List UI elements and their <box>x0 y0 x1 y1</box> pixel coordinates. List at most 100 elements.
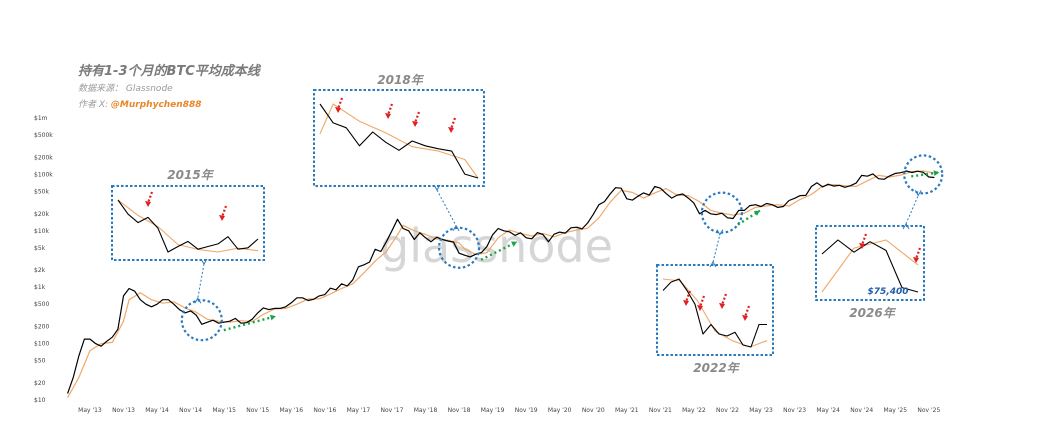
inset-box <box>313 89 485 187</box>
x-tick-label: May '13 <box>78 407 102 414</box>
connector-arrowhead <box>709 261 717 268</box>
y-tick-label: $100 <box>34 341 49 348</box>
x-tick-label: May '15 <box>212 407 236 414</box>
connector-arrowhead <box>902 223 910 230</box>
inset-year-label: 2015年 <box>167 168 214 182</box>
up-trend-arrowhead <box>753 210 760 216</box>
up-trend-arrowhead <box>933 170 940 176</box>
x-tick-label: May '20 <box>548 407 572 414</box>
down-arrowhead <box>913 257 919 263</box>
down-arrowhead <box>335 107 341 113</box>
up-trend-arrow <box>480 240 518 261</box>
y-tick-label: $50k <box>34 188 49 195</box>
x-tick-label: Nov '15 <box>246 407 269 414</box>
inset-2015-price-line <box>117 199 259 253</box>
x-tick-label: Nov '19 <box>515 407 538 414</box>
down-arrowhead <box>448 127 454 133</box>
y-tick-label: $500k <box>34 132 53 139</box>
connector-arrow <box>436 189 457 227</box>
up-trend-arrowhead <box>269 314 276 321</box>
author-prefix: 作者 X: <box>78 100 111 110</box>
x-tick-label: May '19 <box>481 407 505 414</box>
down-arrow <box>684 290 692 303</box>
highlight-circle <box>437 226 481 269</box>
x-tick-label: May '23 <box>749 407 773 414</box>
cost-basis-line <box>67 170 935 398</box>
inset-2022-price-line <box>662 278 767 348</box>
down-arrow <box>220 205 228 218</box>
highlight-circle <box>903 154 944 195</box>
x-tick-label: Nov '17 <box>380 407 403 414</box>
down-arrow <box>743 305 751 318</box>
inset-year-label: 2026年 <box>849 306 896 320</box>
down-arrowhead <box>219 215 225 221</box>
annotation-layer: 2015年 2018年 2022年 2026年 $75,400 <box>111 73 944 375</box>
y-tick-label: $10 <box>34 397 46 404</box>
x-tick-label: Nov '16 <box>313 407 336 414</box>
price-line <box>67 170 935 394</box>
inset-2026-price-line <box>821 239 919 293</box>
x-tick-label: Nov '18 <box>448 407 471 414</box>
author-line: 作者 X: @Murphychen888 <box>78 97 201 110</box>
down-arrow <box>336 97 344 110</box>
x-tick-label: May '14 <box>145 407 169 414</box>
x-tick-label: Nov '13 <box>112 407 135 414</box>
connector-arrow <box>197 263 205 299</box>
down-arrowhead <box>385 113 391 119</box>
x-axis: May '13 Nov '13 May '14 Nov '14 May '15 Nov '… <box>78 407 940 414</box>
connector-arrowhead <box>194 297 202 304</box>
connector-arrowhead <box>716 229 724 236</box>
down-arrow <box>413 111 421 124</box>
y-tick-label: $100k <box>34 171 53 178</box>
inset-2018-cost-line <box>319 103 479 179</box>
connector-arrow <box>905 195 919 225</box>
inset-box <box>656 264 774 356</box>
y-tick-label: $1k <box>34 284 46 291</box>
y-tick-label: $10k <box>34 228 49 235</box>
connector-arrowhead <box>433 184 441 191</box>
up-trend-arrowhead <box>511 241 518 247</box>
y-tick-label: $50 <box>34 358 46 365</box>
inset-2015-cost-line <box>117 199 259 253</box>
x-tick-label: May '25 <box>883 407 907 414</box>
down-arrowhead <box>719 303 725 309</box>
x-tick-label: May '22 <box>682 407 706 414</box>
down-arrowhead <box>697 305 703 311</box>
x-tick-label: Nov '21 <box>649 407 672 414</box>
author-handle[interactable]: @Murphychen888 <box>110 100 202 110</box>
down-arrow <box>860 233 868 246</box>
chart-title: 持有1-3个月的BTC平均成本线 <box>78 64 260 79</box>
x-tick-label: May '21 <box>615 407 639 414</box>
x-tick-label: Nov '20 <box>582 407 605 414</box>
down-arrowhead <box>412 121 418 127</box>
inset-year-label: 2018年 <box>377 73 424 87</box>
x-tick-label: Nov '22 <box>716 407 739 414</box>
x-tick-label: Nov '23 <box>783 407 806 414</box>
inset-year-label: 2022年 <box>693 361 740 375</box>
x-tick-label: May '24 <box>816 407 840 414</box>
connector-arrowhead <box>914 190 922 197</box>
y-tick-label: $20 <box>34 380 46 387</box>
y-tick-label: $200k <box>34 154 53 161</box>
highlight-circle <box>180 299 223 342</box>
inset-box <box>111 185 265 261</box>
down-arrow <box>720 293 728 306</box>
x-tick-label: May '17 <box>347 407 371 414</box>
down-arrowhead <box>683 300 689 306</box>
down-arrowhead <box>742 315 748 321</box>
x-tick-label: May '16 <box>279 407 303 414</box>
down-arrowhead <box>859 243 865 249</box>
x-tick-label: May '18 <box>414 407 438 414</box>
down-arrow <box>914 247 922 260</box>
connector-arrowhead <box>200 258 208 265</box>
y-tick-label: $5k <box>34 245 46 252</box>
down-arrow <box>146 191 154 204</box>
y-tick-label: $20k <box>34 211 49 218</box>
inset-2026-price-label: $75,400 <box>868 287 909 297</box>
down-arrowhead <box>145 201 151 207</box>
connector-arrow <box>712 234 721 263</box>
connector-arrowhead <box>452 224 460 232</box>
inset-box <box>815 225 925 301</box>
